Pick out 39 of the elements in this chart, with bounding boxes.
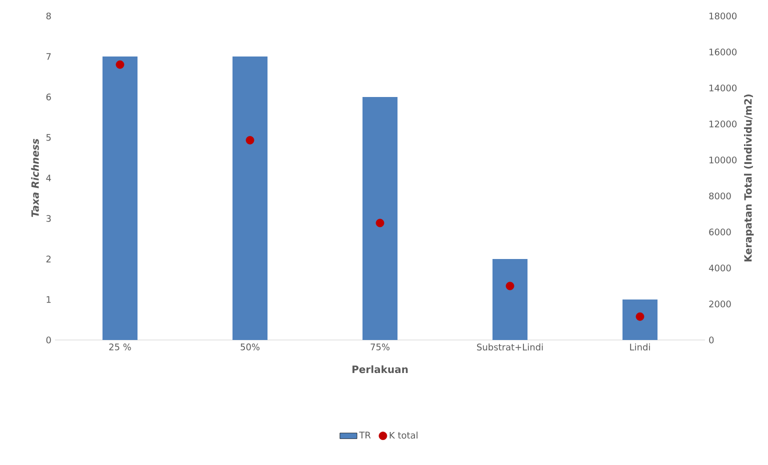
y-tick-label: 4 bbox=[46, 174, 51, 182]
point bbox=[116, 60, 124, 69]
y2-tick-label: 12000 bbox=[710, 120, 737, 128]
y2-tick-label: 4000 bbox=[708, 264, 731, 272]
x-tick-label: 25 % bbox=[109, 344, 131, 350]
y-axis-title: Taxa Richness bbox=[31, 138, 39, 218]
point bbox=[246, 136, 254, 144]
y-tick-label: 3 bbox=[46, 215, 51, 222]
x-tick-label: 50% bbox=[240, 344, 260, 350]
y-tick-label: 6 bbox=[46, 94, 51, 100]
x-axis-title: Perlakuan bbox=[352, 365, 408, 374]
point bbox=[376, 218, 384, 228]
bar bbox=[622, 299, 658, 340]
legend-label: TR bbox=[359, 432, 371, 438]
y2-tick-label: 6000 bbox=[709, 228, 731, 236]
y2-tick-label: 0 bbox=[709, 336, 714, 344]
y2-tick-label: 18000 bbox=[710, 12, 737, 20]
y-tick-label: 5 bbox=[46, 134, 51, 141]
y-tick-label: 7 bbox=[46, 53, 51, 60]
legend-label: K total bbox=[390, 432, 418, 439]
bar bbox=[102, 56, 138, 340]
x-tick-label: 75% bbox=[370, 344, 390, 350]
y-tick-label: 1 bbox=[46, 296, 51, 303]
bar bbox=[362, 96, 398, 340]
bar bbox=[232, 56, 268, 340]
y-tick-label: 8 bbox=[46, 12, 51, 20]
y2-tick-label: 2000 bbox=[709, 300, 731, 308]
y2-tick-label: 10000 bbox=[710, 156, 737, 164]
y2-tick-label: 8000 bbox=[709, 192, 731, 200]
y2-axis-title: Kerapatan Total (Individu/m2) bbox=[744, 94, 754, 262]
y2-tick-label: 16000 bbox=[710, 48, 737, 56]
x-tick-label: Substrat+Lindi bbox=[477, 344, 543, 350]
y-tick-label: 0 bbox=[46, 336, 51, 344]
point bbox=[506, 282, 514, 290]
x-tick-label: Lindi bbox=[630, 344, 650, 350]
point bbox=[636, 312, 644, 321]
y-tick-label: 2 bbox=[46, 256, 51, 262]
y2-tick-label: 14000 bbox=[710, 84, 737, 92]
bar bbox=[492, 258, 528, 340]
